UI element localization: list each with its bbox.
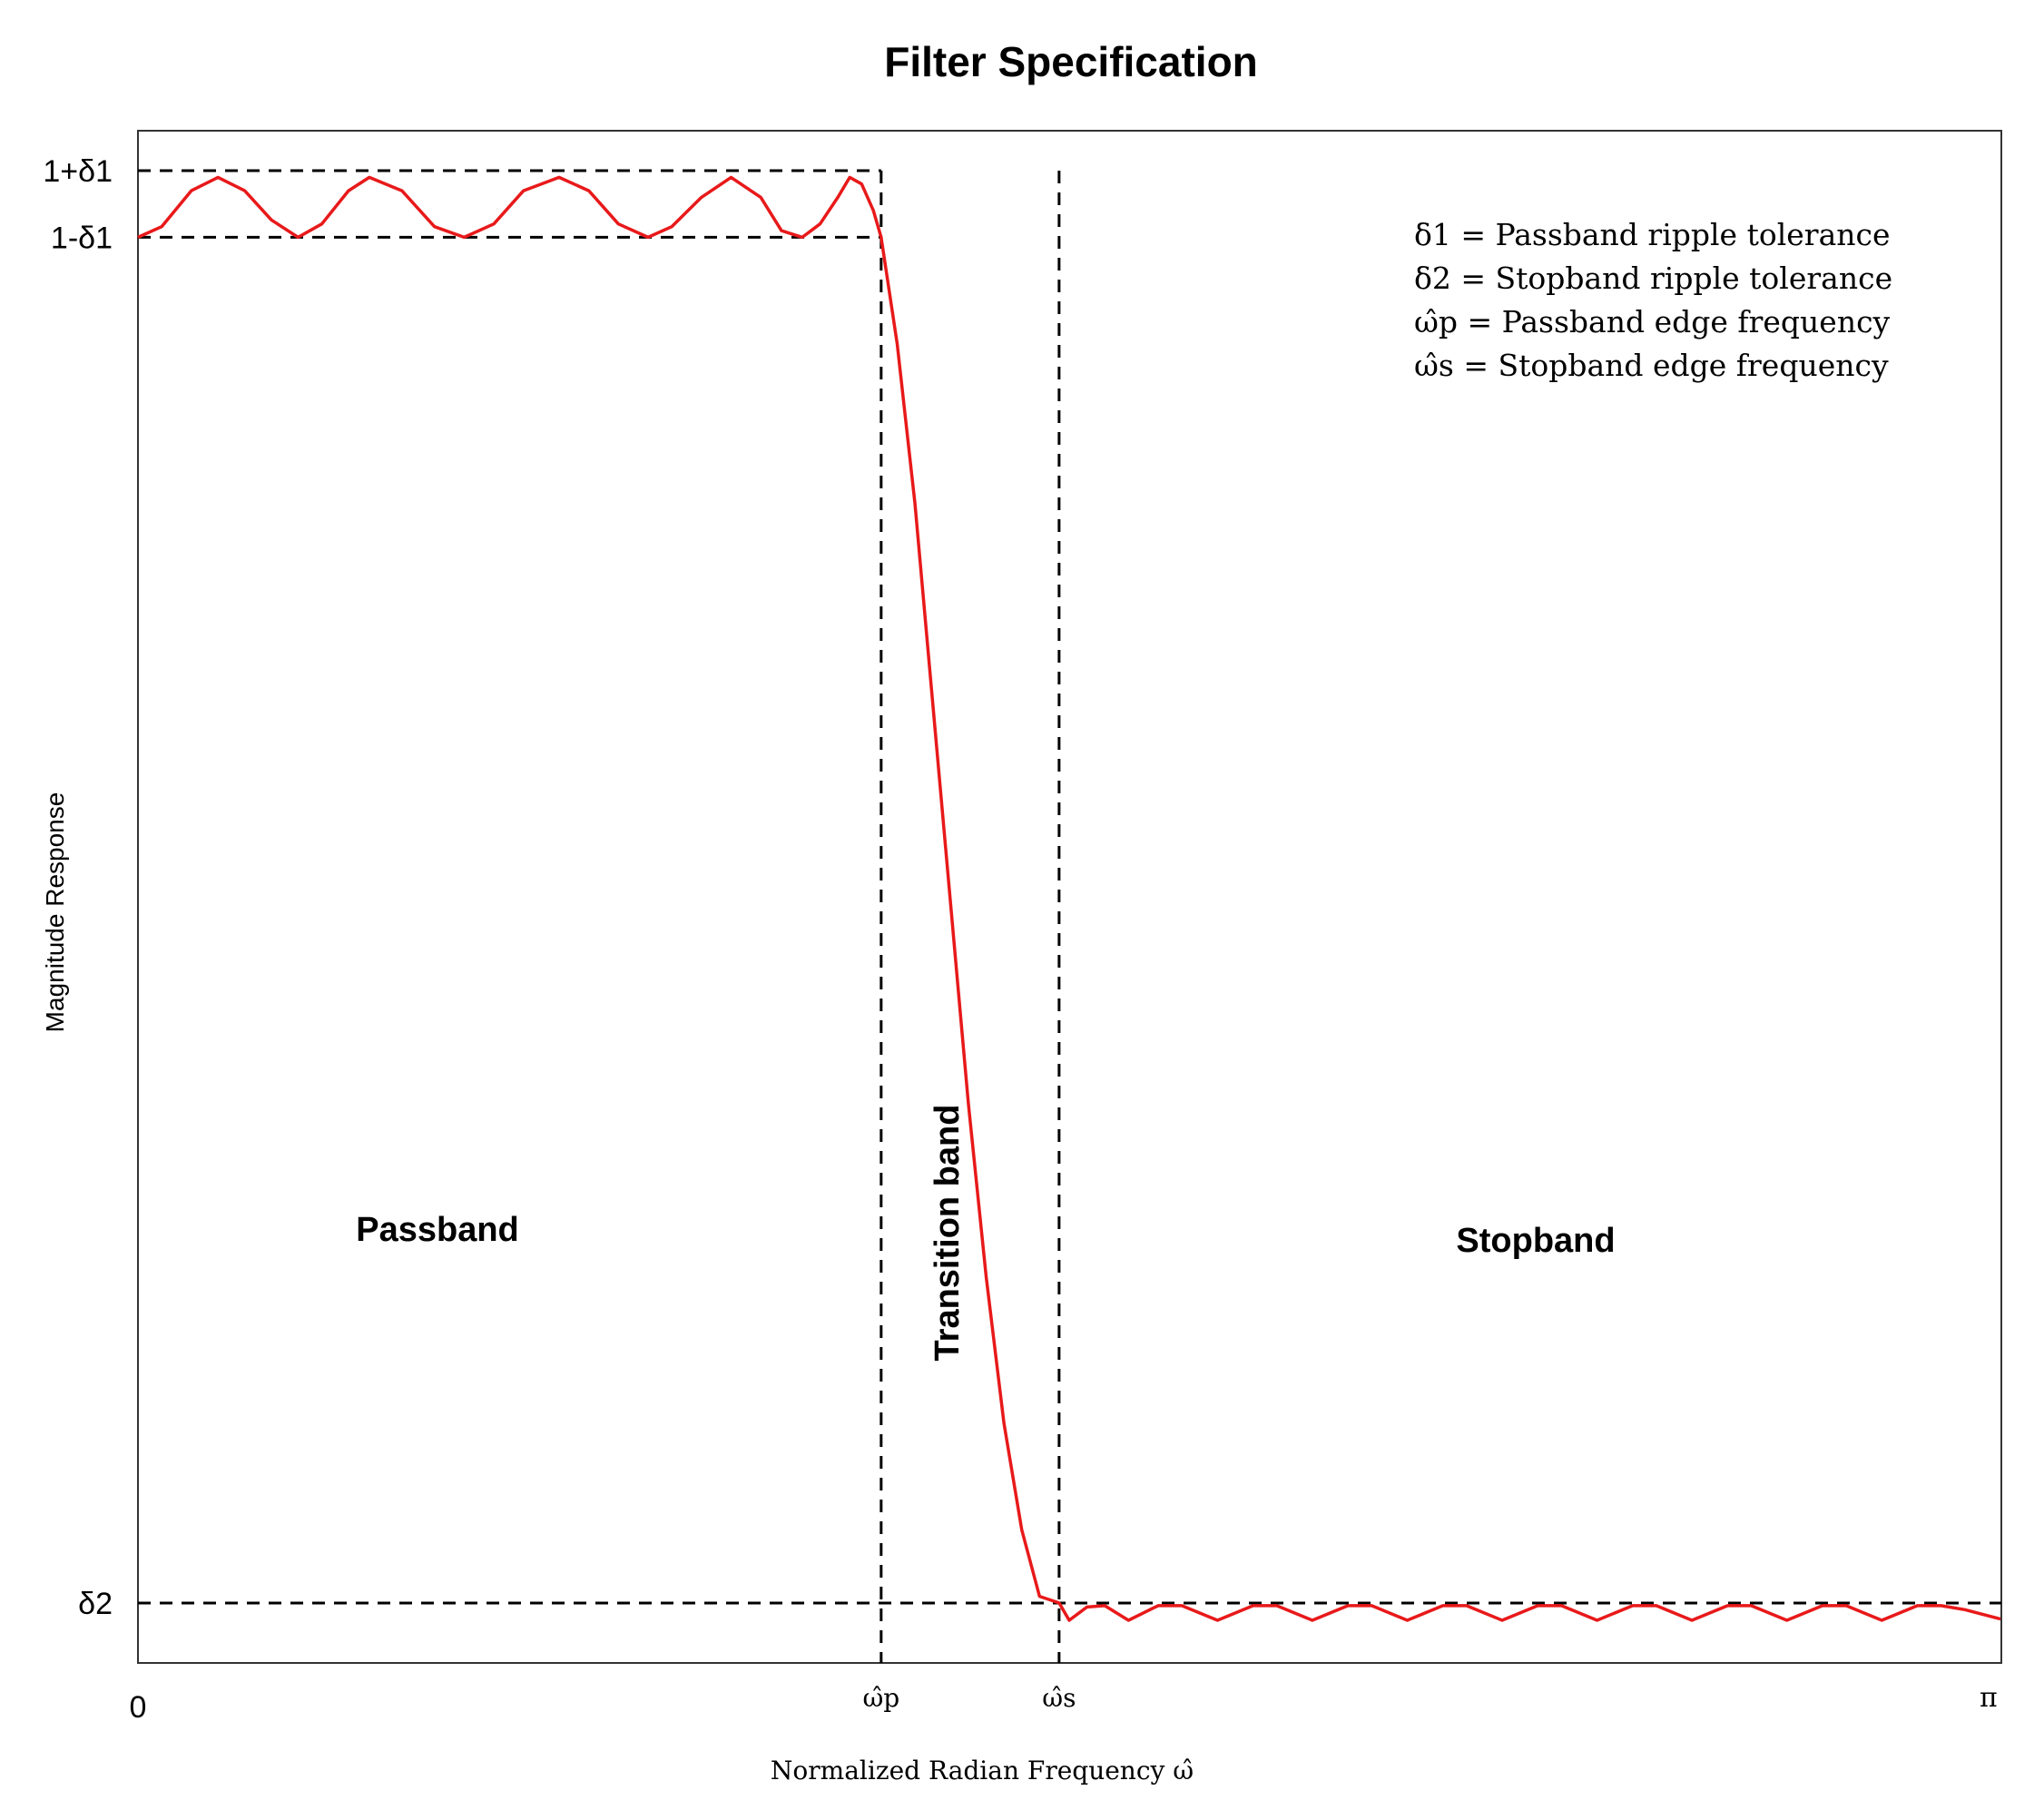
legend-entry-stopband-edge: ω̂s = Stopband edge frequency bbox=[1414, 348, 1889, 383]
x-tick-label-stopband-edge: ω̂s bbox=[1042, 1683, 1076, 1713]
y-tick-label-stopband: δ2 bbox=[78, 1587, 113, 1621]
x-axis-label: Normalized Radian Frequency ω̂ bbox=[771, 1756, 1194, 1785]
x-tick-label-passband-edge: ω̂p bbox=[862, 1683, 899, 1713]
x-tick-label-zero: 0 bbox=[130, 1690, 147, 1725]
magnitude-response-curve bbox=[137, 175, 2001, 1622]
legend: δ1 = Passband ripple tolerance δ2 = Stop… bbox=[1414, 217, 1892, 383]
y-axis-label: Magnitude Response bbox=[41, 792, 69, 1033]
x-tick-label-pi: π bbox=[1980, 1682, 1998, 1714]
y-tick-label-upper-passband: 1+δ1 bbox=[43, 154, 113, 189]
transition-band-annotation: Transition band bbox=[929, 1105, 967, 1362]
passband-annotation: Passband bbox=[356, 1211, 519, 1249]
y-tick-label-lower-passband: 1-δ1 bbox=[51, 221, 113, 255]
legend-entry-delta1: δ1 = Passband ripple tolerance bbox=[1414, 217, 1891, 252]
legend-entry-delta2: δ2 = Stopband ripple tolerance bbox=[1414, 261, 1892, 296]
tolerance-lines bbox=[138, 169, 2001, 1663]
plot-frame bbox=[137, 130, 2002, 1664]
stopband-annotation: Stopband bbox=[1456, 1222, 1615, 1260]
chart-title: Filter Specification bbox=[884, 38, 1258, 85]
legend-entry-passband-edge: ω̂p = Passband edge frequency bbox=[1414, 304, 1891, 339]
